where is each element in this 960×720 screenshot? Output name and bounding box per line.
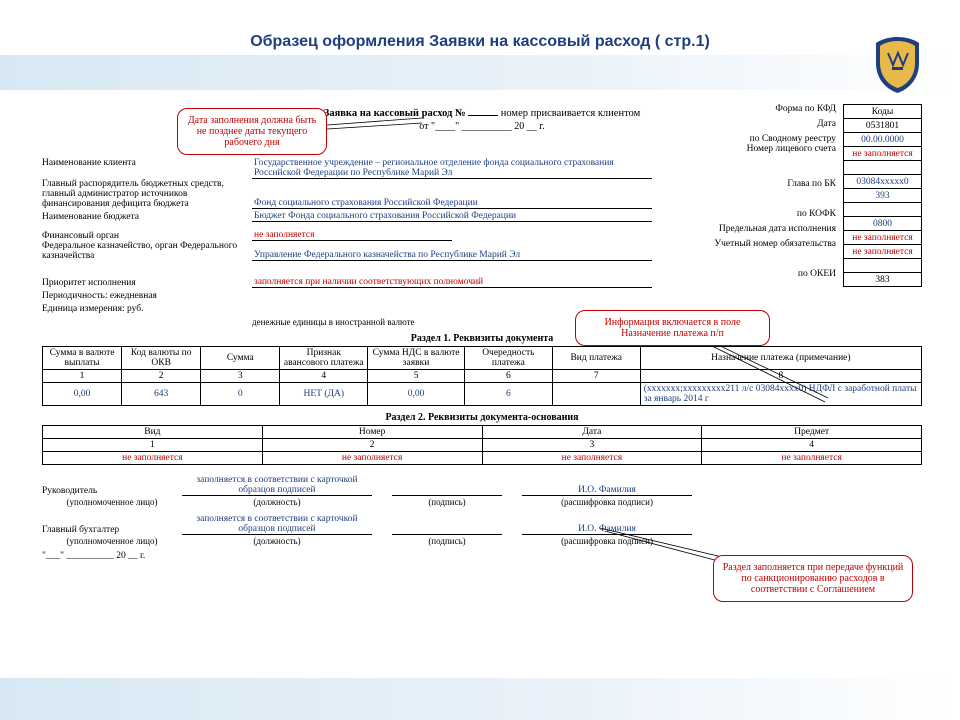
- client-value: Государственное учреждение – регионально…: [252, 158, 652, 179]
- section2-title: Раздел 2. Реквизиты документа-основания: [42, 412, 922, 423]
- code-lbl-2: по Сводному реестру: [656, 134, 836, 144]
- sig-acc-val: заполняется в соответствии с карточкой о…: [182, 514, 372, 535]
- sig-head-label: Руководитель: [42, 486, 182, 496]
- currency-note: денежные единицы в иностранной валюте: [252, 317, 415, 327]
- budget-value: Бюджет Фонда социального страхования Рос…: [252, 211, 652, 222]
- emblem-icon: [870, 35, 925, 95]
- code-lbl-1: Дата: [656, 119, 836, 129]
- unit-label: Единица измерения: руб.: [42, 304, 147, 314]
- section1-table: Сумма в валюте выплаты Код валюты по ОКВ…: [42, 346, 922, 406]
- prio-value: заполняется при наличии соответствующих …: [252, 277, 652, 288]
- callout-section2: Раздел заполняется при передаче функций …: [713, 555, 913, 602]
- header-banner: [0, 55, 960, 90]
- finorg-label: Финансовый орган: [42, 231, 252, 241]
- section1-title: Раздел 1. Реквизиты документа: [42, 333, 922, 344]
- sig-head-sign: [392, 485, 502, 496]
- callout-purpose: Информация включается в поле Назначение …: [575, 310, 770, 346]
- section2-table: ВидНомер ДатаПредмет 12 34 не заполняетс…: [42, 425, 922, 465]
- document-body: Заявка на кассовый расход № номер присва…: [42, 108, 922, 561]
- grbs-value: Фонд социального страхования Российской …: [252, 198, 652, 209]
- budget-label: Наименование бюджета: [42, 212, 252, 222]
- sig-acc-sign: [392, 524, 502, 535]
- sig-acc-fio: И.О. Фамилия: [522, 524, 692, 535]
- page-title: Образец оформления Заявки на кассовый ра…: [0, 33, 960, 51]
- code-lbl-0: Форма по КФД: [656, 104, 836, 114]
- sig-head-val: заполняется в соответствии с карточкой о…: [182, 475, 372, 496]
- sig-acc-label: Главный бухгалтер: [42, 525, 182, 535]
- code-lbl-3: Номер лицевого счета: [656, 144, 836, 154]
- finorg-value: не заполняется: [252, 230, 452, 241]
- footer-banner: [0, 678, 960, 720]
- grbs-label: Главный распорядитель бюджетных средств,…: [42, 179, 252, 209]
- sig-head-fio: И.О. Фамилия: [522, 485, 692, 496]
- fields-block: Наименование клиента Государственное учр…: [42, 158, 922, 327]
- signature-block: Руководитель заполняется в соответствии …: [42, 475, 922, 561]
- prio-label: Приоритет исполнения: [42, 278, 252, 288]
- period-label: Периодичность: ежедневная: [42, 291, 161, 301]
- fk-label: Федеральное казначейство, орган Федераль…: [42, 241, 252, 261]
- fk-value: Управление Федерального казначейства по …: [252, 250, 652, 261]
- client-label: Наименование клиента: [42, 158, 252, 168]
- callout-date: Дата заполнения должна быть не позднее д…: [177, 108, 327, 155]
